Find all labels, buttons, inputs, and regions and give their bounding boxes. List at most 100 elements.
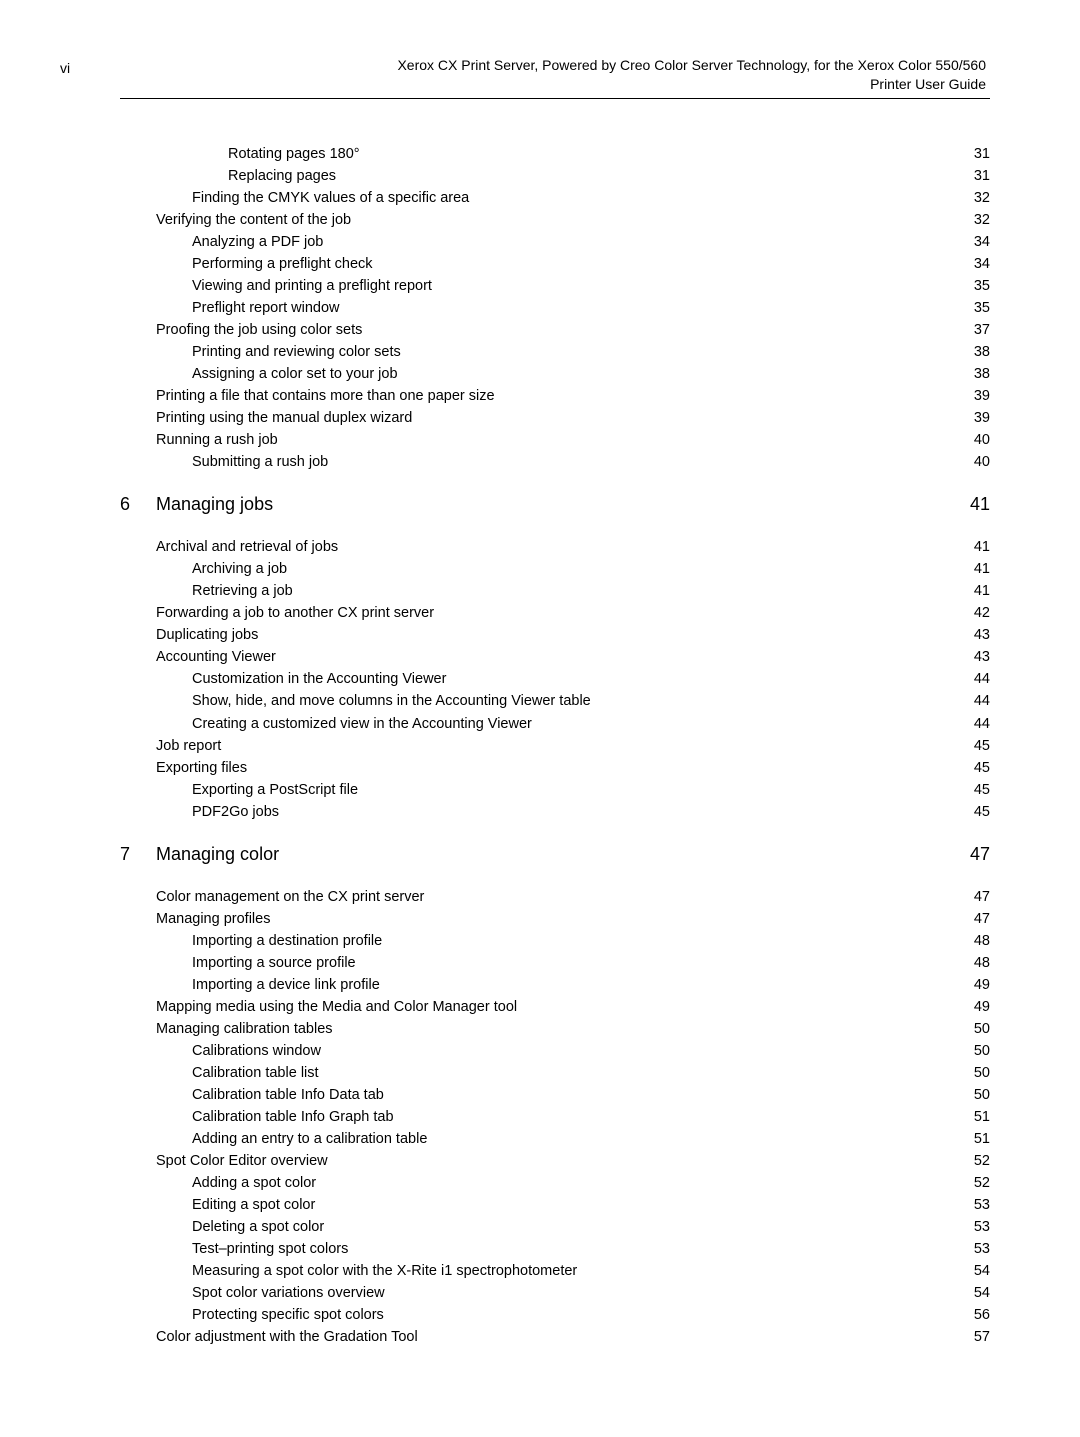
toc-entry: Finding the CMYK values of a specific ar… [192,187,990,209]
toc-entry: Accounting Viewer43 [156,646,990,668]
toc-entry-page: 52 [974,1150,990,1172]
toc-entry-label: Preflight report window [192,297,340,319]
toc-entry-page: 40 [974,429,990,451]
toc-entry-page: 41 [974,536,990,558]
toc-entry-page: 38 [974,341,990,363]
spacer [120,876,990,886]
chapter-number: 6 [120,491,156,518]
chapter-title: Managing color [156,841,279,868]
toc-entry-label: Replacing pages [228,165,336,187]
toc-entry-label: Performing a preflight check [192,253,373,275]
toc-entry-page: 31 [974,165,990,187]
toc-entry-label: Verifying the content of the job [156,209,351,231]
toc-entry: Calibration table Info Data tab50 [192,1084,990,1106]
toc-entry: Customization in the Accounting Viewer44 [192,668,990,690]
toc-entry: Printing and reviewing color sets 38 [192,341,990,363]
toc-block-pre: Rotating pages 180° 31 Replacing pages 31 Fi… [120,143,990,473]
toc-entry-label: Creating a customized view in the Accoun… [192,713,532,735]
toc-entry-page: 50 [974,1084,990,1106]
toc-entry: Calibration table Info Graph tab51 [192,1106,990,1128]
toc-entry-page: 54 [974,1282,990,1304]
toc-entry-page: 54 [974,1260,990,1282]
table-of-contents: Rotating pages 180° 31 Replacing pages 31 Fi… [120,143,990,1349]
toc-entry-label: Forwarding a job to another CX print ser… [156,602,434,624]
toc-entry-page: 40 [974,451,990,473]
toc-entry: Measuring a spot color with the X-Rite i… [192,1260,990,1282]
toc-entry: Viewing and printing a preflight report3… [192,275,990,297]
toc-entry-label: Calibration table list [192,1062,319,1084]
toc-entry-page: 57 [974,1326,990,1348]
toc-entry: Proofing the job using color sets37 [156,319,990,341]
toc-entry-page: 44 [974,690,990,712]
toc-entry-page: 48 [974,930,990,952]
toc-entry-label: Running a rush job [156,429,278,451]
toc-entry-page: 53 [974,1216,990,1238]
chapter-number: 7 [120,841,156,868]
toc-entry-label: Spot Color Editor overview [156,1150,328,1172]
toc-entry-label: Rotating pages 180° [228,143,360,165]
toc-entry-page: 50 [974,1040,990,1062]
toc-entry-label: Adding a spot color [192,1172,316,1194]
toc-entry-label: Importing a device link profile [192,974,380,996]
page: vi Xerox CX Print Server, Powered by Cre… [0,0,1080,1437]
toc-block-ch7: Color management on the CX print server4… [120,886,990,1349]
page-number: vi [60,60,70,76]
toc-entry-page: 41 [974,580,990,602]
toc-entry-label: Printing a file that contains more than … [156,385,495,407]
toc-chapter-6: 6 Managing jobs 41 [120,491,990,518]
toc-entry-label: Finding the CMYK values of a specific ar… [192,187,469,209]
toc-entry-label: Calibrations window [192,1040,321,1062]
spacer [120,526,990,536]
toc-entry: Test–printing spot colors53 [192,1238,990,1260]
toc-entry-page: 45 [974,801,990,823]
toc-entry-page: 31 [974,143,990,165]
toc-entry-page: 34 [974,231,990,253]
toc-entry-label: Printing and reviewing color sets [192,341,401,363]
toc-entry-page: 45 [974,779,990,801]
toc-entry-label: Analyzing a PDF job [192,231,323,253]
toc-entry: Duplicating jobs43 [156,624,990,646]
chapter-title: Managing jobs [156,491,273,518]
toc-entry-label: Archival and retrieval of jobs [156,536,338,558]
toc-entry-label: Customization in the Accounting Viewer [192,668,446,690]
toc-entry-page: 47 [974,908,990,930]
toc-entry: Job report45 [156,735,990,757]
toc-entry-page: 34 [974,253,990,275]
toc-entry-page: 48 [974,952,990,974]
toc-entry: Calibration table list 50 [192,1062,990,1084]
toc-entry-label: Protecting specific spot colors [192,1304,384,1326]
toc-entry: Protecting specific spot colors 56 [192,1304,990,1326]
toc-entry: Preflight report window 35 [192,297,990,319]
toc-entry-page: 50 [974,1062,990,1084]
toc-entry-label: Spot color variations overview [192,1282,385,1304]
document-title: Xerox CX Print Server, Powered by Creo C… [240,56,990,94]
toc-entry-label: Submitting a rush job [192,451,328,473]
header: vi Xerox CX Print Server, Powered by Cre… [120,56,990,99]
chapter-page: 41 [970,491,990,518]
toc-entry: Creating a customized view in the Accoun… [192,713,990,735]
toc-entry-label: Exporting a PostScript file [192,779,358,801]
toc-entry-page: 35 [974,275,990,297]
header-divider [120,98,990,99]
toc-entry-label: Archiving a job [192,558,287,580]
doc-title-line1: Xerox CX Print Server, Powered by Creo C… [397,57,986,73]
toc-entry-label: Duplicating jobs [156,624,258,646]
toc-entry-label: Color adjustment with the Gradation Tool [156,1326,418,1348]
toc-entry: Rotating pages 180° 31 [228,143,990,165]
toc-entry-page: 56 [974,1304,990,1326]
toc-entry-label: Importing a destination profile [192,930,382,952]
toc-entry-page: 45 [974,757,990,779]
toc-entry: Retrieving a job41 [192,580,990,602]
toc-entry-page: 50 [974,1018,990,1040]
toc-entry: Mapping media using the Media and Color … [156,996,990,1018]
toc-entry-label: Deleting a spot color [192,1216,324,1238]
toc-entry-page: 52 [974,1172,990,1194]
doc-title-line2: Printer User Guide [240,75,986,94]
toc-entry: Submitting a rush job 40 [192,451,990,473]
toc-entry-page: 35 [974,297,990,319]
toc-entry-page: 39 [974,385,990,407]
toc-entry: Editing a spot color53 [192,1194,990,1216]
toc-entry-label: Calibration table Info Graph tab [192,1106,394,1128]
toc-entry-page: 32 [974,187,990,209]
toc-entry: Archival and retrieval of jobs 41 [156,536,990,558]
